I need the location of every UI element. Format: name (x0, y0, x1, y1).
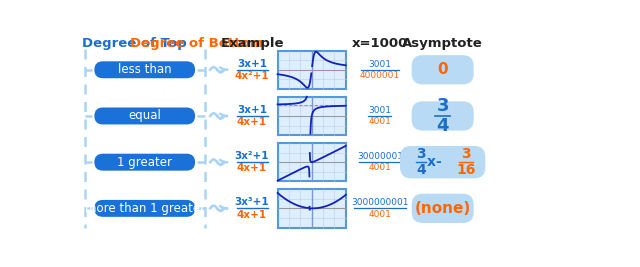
Text: 3: 3 (436, 97, 449, 115)
Text: 4001: 4001 (369, 117, 392, 126)
Text: 4x+1: 4x+1 (237, 210, 267, 219)
Text: 3x³+1: 3x³+1 (235, 197, 269, 207)
Text: 30000001: 30000001 (357, 152, 403, 161)
Text: 16: 16 (456, 163, 476, 177)
Bar (278, 143, 346, 181)
Text: 0: 0 (437, 62, 448, 77)
FancyBboxPatch shape (412, 194, 474, 223)
Text: 4x+1: 4x+1 (237, 163, 267, 173)
Bar (278, 50, 346, 89)
Text: x=1000: x=1000 (352, 37, 408, 50)
Text: (none): (none) (415, 201, 471, 216)
Text: Example: Example (220, 37, 284, 50)
Text: more than 1 greater: more than 1 greater (84, 202, 205, 215)
Text: 4: 4 (416, 163, 426, 177)
FancyBboxPatch shape (94, 154, 195, 171)
Text: 3001: 3001 (369, 106, 392, 115)
Text: 3: 3 (461, 147, 471, 161)
Text: 4001: 4001 (369, 163, 392, 172)
Text: 4001: 4001 (369, 210, 392, 218)
FancyBboxPatch shape (94, 61, 195, 78)
Text: 3x+1: 3x+1 (237, 59, 267, 69)
Text: 4x²+1: 4x²+1 (235, 71, 269, 81)
Text: 3000000001: 3000000001 (351, 198, 409, 207)
Text: x: x (427, 155, 436, 169)
FancyBboxPatch shape (400, 146, 485, 178)
Text: 4: 4 (436, 117, 449, 135)
FancyBboxPatch shape (94, 108, 195, 124)
Text: Asymptote: Asymptote (403, 37, 483, 50)
Text: 3001: 3001 (369, 60, 392, 69)
Text: 3x+1: 3x+1 (237, 105, 267, 115)
Bar (278, 189, 346, 228)
Text: Degree of Bottom: Degree of Bottom (129, 37, 263, 50)
Text: less than: less than (118, 63, 172, 76)
Text: equal: equal (128, 109, 161, 123)
Text: 4x+1: 4x+1 (237, 117, 267, 127)
Text: 3: 3 (416, 147, 426, 161)
Text: 3x²+1: 3x²+1 (235, 151, 269, 161)
Text: 1 greater: 1 greater (117, 156, 172, 169)
Text: -: - (435, 155, 441, 169)
FancyBboxPatch shape (412, 101, 474, 131)
Text: 4000001: 4000001 (360, 71, 400, 80)
Bar (278, 97, 346, 135)
FancyBboxPatch shape (94, 200, 195, 217)
FancyBboxPatch shape (412, 55, 474, 84)
Text: Degree of Top: Degree of Top (82, 37, 187, 50)
